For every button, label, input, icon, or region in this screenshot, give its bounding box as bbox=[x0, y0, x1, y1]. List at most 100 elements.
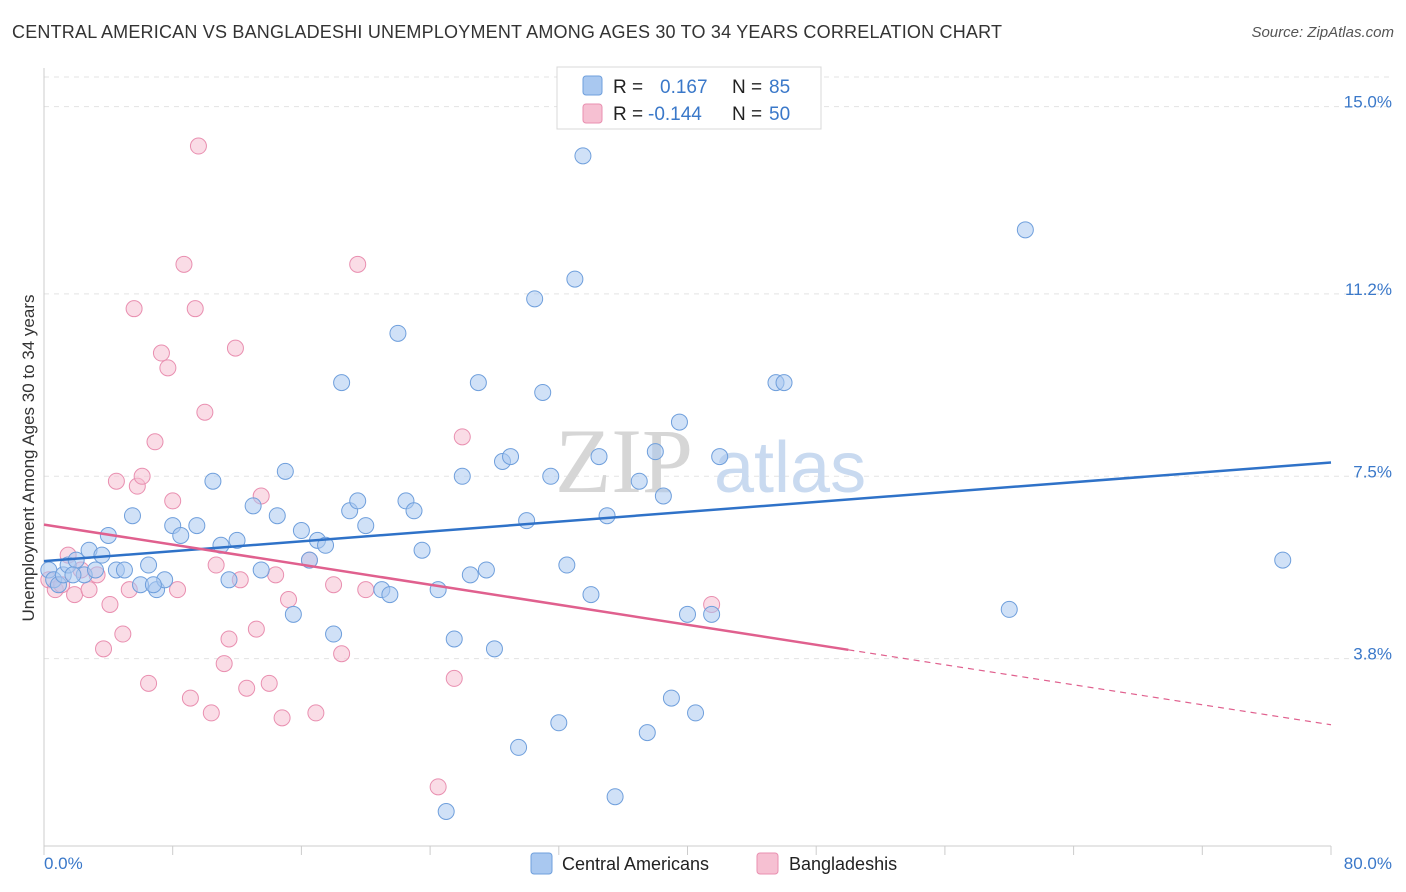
y-tick-label-2: 11.2% bbox=[1345, 280, 1392, 299]
bangladeshis-point-41 bbox=[307, 704, 325, 722]
bangladeshis-point-13 bbox=[125, 300, 143, 318]
central-americans-point-19 bbox=[172, 526, 190, 544]
central-americans-point-25 bbox=[244, 497, 262, 515]
bangladeshis-point-22 bbox=[175, 255, 193, 273]
bangladeshis-point-45 bbox=[357, 581, 375, 599]
bangladeshis-point-10 bbox=[107, 472, 125, 490]
central-americans-point-37 bbox=[349, 492, 367, 510]
bangladeshis-point-20 bbox=[164, 492, 182, 510]
central-americans-point-77 bbox=[711, 448, 729, 466]
series-central-americans bbox=[40, 147, 1292, 820]
y-tick-label-0: 3.8% bbox=[1353, 645, 1392, 664]
central-americans-point-64 bbox=[582, 586, 600, 604]
bangladeshis-point-28 bbox=[207, 556, 225, 574]
central-americans-point-12 bbox=[115, 561, 133, 579]
central-americans-point-66 bbox=[598, 507, 616, 525]
central-americans-point-80 bbox=[1000, 600, 1018, 618]
y-tick-label-3: 15.0% bbox=[1344, 93, 1392, 112]
bottom-legend-label-central-americans: Central Americans bbox=[562, 854, 709, 874]
bangladeshis-point-36 bbox=[260, 674, 278, 692]
central-americans-point-65 bbox=[590, 448, 608, 466]
central-americans-point-54 bbox=[502, 448, 520, 466]
central-americans-point-30 bbox=[292, 522, 310, 540]
bangladeshis-point-16 bbox=[140, 674, 158, 692]
central-americans-point-68 bbox=[630, 472, 648, 490]
bangladeshis-point-38 bbox=[273, 709, 291, 727]
central-americans-point-28 bbox=[276, 462, 294, 480]
legend-r-label-2: R = bbox=[613, 104, 643, 125]
bangladeshis-point-43 bbox=[333, 645, 351, 663]
central-americans-point-58 bbox=[534, 383, 552, 401]
bangladeshis-point-6 bbox=[80, 581, 98, 599]
central-americans-point-44 bbox=[413, 541, 431, 559]
bottom-legend-swatch-blue bbox=[530, 852, 553, 875]
bangladeshis-point-42 bbox=[325, 576, 343, 594]
central-americans-point-40 bbox=[381, 586, 399, 604]
trend-line-bangladeshis bbox=[43, 523, 849, 652]
central-americans-point-83 bbox=[64, 566, 82, 584]
central-americans-point-79 bbox=[775, 374, 793, 392]
bangladeshis-point-19 bbox=[159, 359, 177, 377]
central-americans-point-51 bbox=[477, 561, 495, 579]
central-americans-point-35 bbox=[333, 374, 351, 392]
bangladeshis-point-23 bbox=[181, 689, 199, 707]
central-americans-point-29 bbox=[284, 605, 302, 623]
bangladeshis-point-46 bbox=[429, 778, 447, 796]
central-americans-point-34 bbox=[325, 625, 343, 643]
central-americans-point-75 bbox=[687, 704, 705, 722]
bangladeshis-point-39 bbox=[280, 591, 298, 609]
central-americans-point-43 bbox=[405, 502, 423, 520]
central-americans-point-72 bbox=[662, 689, 680, 707]
legend-r-value-1: 0.167 bbox=[660, 77, 708, 98]
central-americans-point-15 bbox=[140, 556, 158, 574]
bangladeshis-point-44 bbox=[349, 255, 367, 273]
bangladeshis-point-15 bbox=[133, 467, 151, 485]
bangladeshis-point-17 bbox=[146, 433, 164, 451]
central-americans-point-49 bbox=[461, 566, 479, 584]
central-americans-point-59 bbox=[542, 467, 560, 485]
central-americans-point-67 bbox=[606, 788, 624, 806]
central-americans-point-84 bbox=[144, 576, 162, 594]
bangladeshis-point-27 bbox=[202, 704, 220, 722]
central-americans-point-56 bbox=[518, 512, 536, 530]
central-americans-point-73 bbox=[670, 413, 688, 431]
bangladeshis-point-47 bbox=[445, 669, 463, 687]
axes bbox=[43, 68, 1332, 855]
legend-r-value-2: -0.144 bbox=[648, 104, 702, 125]
trend-line-central-americans bbox=[43, 461, 1332, 563]
legend-swatch-pink bbox=[582, 103, 603, 124]
bangladeshis-point-24 bbox=[186, 300, 204, 318]
central-americans-point-57 bbox=[526, 290, 544, 308]
central-americans-point-46 bbox=[437, 802, 455, 820]
central-americans-point-60 bbox=[550, 714, 568, 732]
bottom-legend-label-bangladeshis: Bangladeshis bbox=[789, 854, 897, 874]
central-americans-point-24 bbox=[228, 531, 246, 549]
gridlines bbox=[44, 76, 1392, 660]
legend-n-value-2: 50 bbox=[769, 104, 790, 125]
chart-title: CENTRAL AMERICAN VS BANGLADESHI UNEMPLOY… bbox=[12, 22, 1003, 42]
bangladeshis-point-8 bbox=[95, 640, 113, 658]
central-americans-point-50 bbox=[469, 374, 487, 392]
central-americans-point-33 bbox=[317, 536, 335, 554]
bangladeshis-point-21 bbox=[169, 581, 187, 599]
bangladeshis-point-9 bbox=[101, 595, 119, 613]
central-americans-point-27 bbox=[268, 507, 286, 525]
central-americans-point-8 bbox=[86, 561, 104, 579]
bangladeshis-point-29 bbox=[215, 655, 233, 673]
bangladeshis-point-11 bbox=[114, 625, 132, 643]
central-americans-point-70 bbox=[646, 443, 664, 461]
central-americans-point-71 bbox=[654, 487, 672, 505]
central-americans-point-52 bbox=[485, 640, 503, 658]
central-americans-point-76 bbox=[703, 605, 721, 623]
x-tick-label-max: 80.0% bbox=[1344, 854, 1392, 873]
bangladeshis-point-30 bbox=[220, 630, 238, 648]
legend-r-label-1: R = bbox=[613, 77, 643, 98]
central-americans-point-23 bbox=[220, 571, 238, 589]
x-tick-label-min: 0.0% bbox=[44, 854, 83, 873]
central-americans-point-41 bbox=[389, 324, 407, 342]
bangladeshis-point-4 bbox=[66, 586, 84, 604]
legend-swatch-blue bbox=[582, 75, 603, 96]
central-americans-point-63 bbox=[574, 147, 592, 165]
central-americans-point-69 bbox=[638, 724, 656, 742]
